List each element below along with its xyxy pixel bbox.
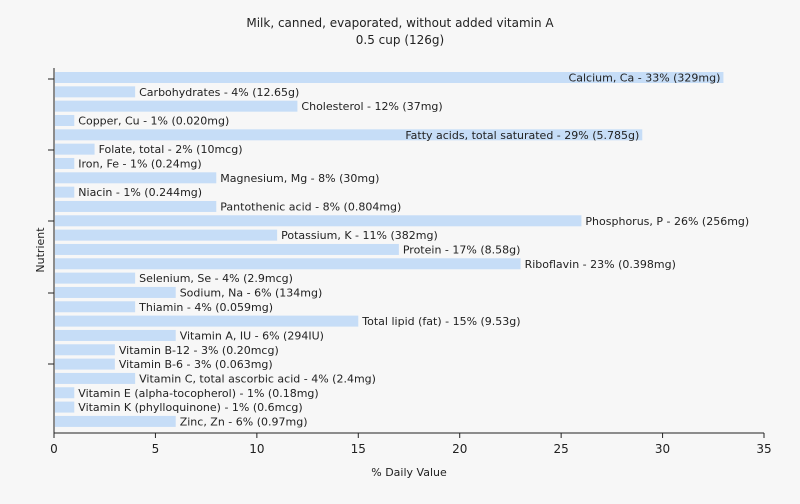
bar-23 (55, 401, 75, 413)
x-axis-label: % Daily Value (371, 466, 447, 479)
bar-10 (55, 215, 582, 227)
x-tick-label-4: 20 (452, 442, 467, 456)
bar-label-22: Vitamin E (alpha-tocopherol) - 1% (0.18m… (78, 387, 318, 400)
bar-label-19: Vitamin B-12 - 3% (0.20mcg) (119, 344, 279, 357)
bar-20 (55, 358, 115, 370)
x-tick-label-3: 15 (351, 442, 366, 456)
bar-11 (55, 229, 278, 241)
bar-label-8: Niacin - 1% (0.244mg) (78, 186, 202, 199)
bar-7 (55, 172, 217, 184)
bar-label-12: Protein - 17% (8.58g) (403, 243, 521, 256)
bar-0 (55, 72, 724, 83)
bar-label-10: Phosphorus, P - 26% (256mg) (585, 215, 749, 228)
x-tick-label-2: 10 (249, 442, 264, 456)
x-tick-label-7: 35 (756, 442, 771, 456)
bar-12 (55, 243, 399, 255)
bar-label-17: Total lipid (fat) - 15% (9.53g) (361, 315, 520, 328)
bar-label-7: Magnesium, Mg - 8% (30mg) (220, 172, 379, 185)
bar-2 (55, 100, 298, 112)
bar-label-6: Iron, Fe - 1% (0.24mg) (78, 157, 201, 170)
bar-label-13: Riboflavin - 23% (0.398mg) (525, 258, 676, 271)
bar-1 (55, 86, 136, 98)
bar-19 (55, 344, 115, 356)
bar-21 (55, 372, 136, 384)
bar-label-0: Calcium, Ca - 33% (329mg) (569, 72, 721, 85)
x-tick-label-5: 25 (554, 442, 569, 456)
bar-24 (55, 415, 176, 427)
chart-subtitle: 0.5 cup (126g) (356, 33, 444, 47)
bar-label-20: Vitamin B-6 - 3% (0.063mg) (119, 358, 273, 371)
bar-label-15: Sodium, Na - 6% (134mg) (180, 286, 323, 299)
bar-15 (55, 286, 176, 298)
bar-16 (55, 301, 136, 313)
bar-label-4: Fatty acids, total saturated - 29% (5.78… (405, 129, 639, 142)
x-tick-label-1: 5 (152, 442, 160, 456)
bar-18 (55, 329, 176, 341)
y-axis-label: Nutrient (34, 227, 47, 273)
bar-9 (55, 200, 217, 212)
bar-label-18: Vitamin A, IU - 6% (294IU) (180, 329, 324, 342)
bar-label-14: Selenium, Se - 4% (2.9mcg) (139, 272, 293, 285)
bar-label-5: Folate, total - 2% (10mcg) (99, 143, 243, 156)
bar-label-2: Cholesterol - 12% (37mg) (301, 100, 442, 113)
bar-label-3: Copper, Cu - 1% (0.020mg) (78, 114, 229, 127)
bar-label-21: Vitamin C, total ascorbic acid - 4% (2.4… (139, 372, 376, 385)
bar-13 (55, 258, 521, 270)
bar-4 (55, 129, 643, 141)
bar-label-9: Pantothenic acid - 8% (0.804mg) (220, 200, 401, 213)
bar-label-16: Thiamin - 4% (0.059mg) (138, 301, 273, 314)
bar-6 (55, 157, 75, 169)
bar-8 (55, 186, 75, 198)
bar-label-1: Carbohydrates - 4% (12.65g) (139, 86, 299, 99)
bars-layer: Calcium, Ca - 33% (329mg) Carbohydrates -… (55, 72, 749, 428)
bar-label-24: Zinc, Zn - 6% (0.97mg) (180, 415, 308, 428)
axes-layer (48, 68, 764, 434)
x-ticks-layer: 0 5 10 15 20 25 30 35 (50, 433, 772, 456)
chart-title: Milk, canned, evaporated, without added … (246, 16, 554, 30)
bar-3 (55, 114, 75, 126)
x-tick-label-6: 30 (655, 442, 670, 456)
bar-14 (55, 272, 136, 284)
bar-label-11: Potassium, K - 11% (382mg) (281, 229, 438, 242)
x-tick-label-0: 0 (50, 442, 58, 456)
bar-5 (55, 143, 95, 155)
bar-label-23: Vitamin K (phylloquinone) - 1% (0.6mcg) (78, 401, 302, 414)
bar-17 (55, 315, 359, 327)
bar-22 (55, 387, 75, 399)
